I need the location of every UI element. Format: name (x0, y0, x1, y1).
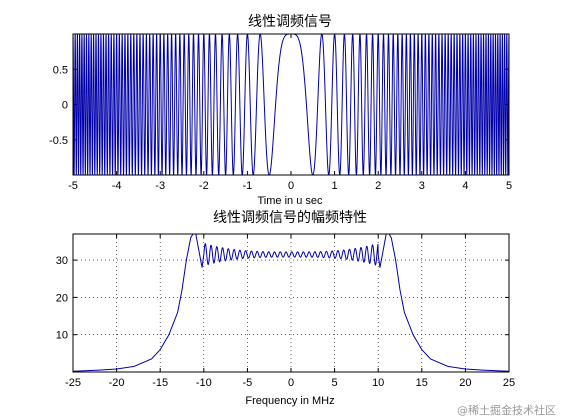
chart-2-ytick-label: 20 (56, 292, 68, 304)
chart-1: 线性调频信号 -5 -4 -3 -2 -1 0 1 2 3 4 5 -0.5 0 0.5 Time in … (49, 14, 512, 207)
chart-1-xtick-label: -3 (155, 180, 165, 192)
chart-2-ytick-label: 10 (56, 330, 68, 342)
chart-1-xtick-label: 2 (375, 180, 381, 192)
watermark: @稀土掘金技术社区 (457, 403, 556, 417)
chart-2-xtick-label: -15 (152, 377, 168, 389)
chart-1-xtick-label: 0 (288, 180, 294, 192)
chart-1-series-line (73, 34, 509, 175)
chart-2-xtick-label: 15 (416, 377, 428, 389)
chart-2-xtick-label: 25 (503, 377, 515, 389)
chart-1-xlabel: Time in u sec (257, 195, 323, 207)
chart-1-xtick-label: -4 (112, 180, 122, 192)
chart-2-xtick-label: 20 (459, 377, 471, 389)
chart-2-xtick-label: -20 (109, 377, 125, 389)
chart-2-xtick-label: -25 (65, 377, 81, 389)
chart-1-axes-box (72, 33, 510, 176)
chart-1-xtick-label: -5 (68, 180, 78, 192)
chart-1-title: 线性调频信号 (248, 14, 332, 30)
chart-2-xtick-label: 10 (372, 377, 384, 389)
chart-1-xtick-label: 3 (419, 180, 425, 192)
chart-1-xtick-label: 4 (462, 180, 468, 192)
chart-1-ytick-label: 0.5 (53, 64, 68, 76)
chart-1-ytick-label: 0 (62, 100, 68, 112)
chart-2: 线性调频信号的幅频特性 -25 -20 -15 -10 -5 0 5 10 15 20 25 10 20… (56, 210, 515, 407)
chart-1-ytick-label: -0.5 (49, 135, 68, 147)
chart-2-xtick-label: -10 (196, 377, 212, 389)
chart-1-xtick-label: -2 (199, 180, 209, 192)
chart-2-ytick-label: 30 (56, 255, 68, 267)
chart-2-xtick-label: 0 (288, 377, 294, 389)
chart-2-axes-box (72, 233, 510, 373)
chart-1-xtick-label: -1 (243, 180, 253, 192)
chart-1-xtick-label: 5 (506, 180, 512, 192)
chart-2-xlabel: Frequency in MHz (245, 395, 334, 407)
chart-2-title: 线性调频信号的幅频特性 (213, 210, 367, 226)
chart-1-xtick-label: 1 (332, 180, 338, 192)
chart-2-xtick-label: 5 (332, 377, 338, 389)
chart-2-series-line (73, 234, 509, 372)
chart-2-xtick-label: -5 (243, 377, 253, 389)
